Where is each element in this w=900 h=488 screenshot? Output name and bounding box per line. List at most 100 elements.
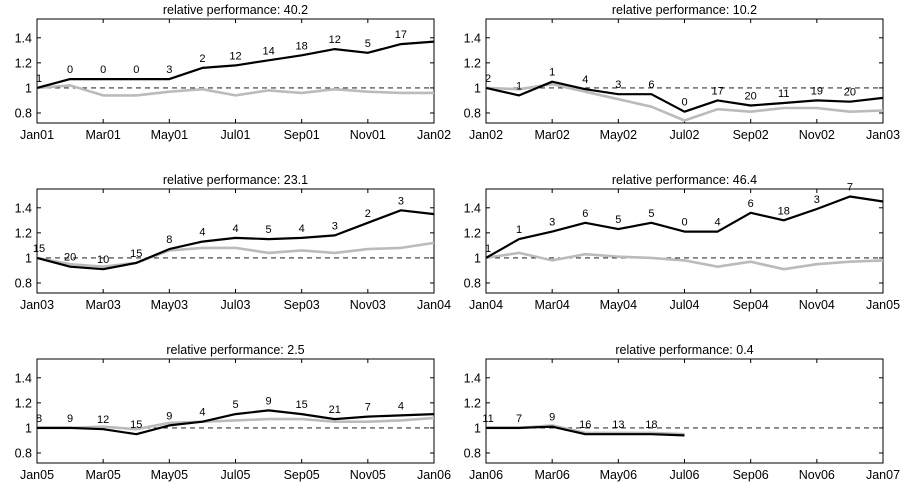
y-tick-label: 1 — [25, 251, 32, 265]
data-label: 12 — [97, 414, 109, 426]
data-label: 7 — [847, 182, 853, 194]
x-tick-label: Mar06 — [534, 468, 569, 482]
chart-title: relative performance: 10.2 — [612, 3, 757, 17]
data-label: 5 — [232, 399, 238, 411]
y-tick-label: 0.8 — [464, 106, 481, 120]
y-tick-label: 1.2 — [464, 226, 481, 240]
y-tick-label: 1 — [25, 81, 32, 95]
data-label: 4 — [299, 223, 305, 235]
x-tick-label: Mar04 — [534, 298, 569, 312]
x-tick-label: Jan07 — [866, 468, 900, 482]
data-label: 5 — [266, 224, 272, 236]
axes-frame — [485, 188, 884, 294]
x-tick-label: May01 — [151, 128, 189, 142]
y-tick-label: 0.8 — [464, 276, 481, 290]
x-tick-label: Jan06 — [417, 468, 451, 482]
series-line-gray — [36, 241, 435, 269]
x-tick-label: Jul01 — [221, 128, 251, 142]
x-tick-label: Nov01 — [350, 128, 386, 142]
chart-panel-4: relative performance: 46.4 0.8 1 1.2 1.4 Jan0… — [464, 173, 900, 312]
x-tick-label: Jan04 — [417, 298, 451, 312]
x-tick-label: Sep05 — [284, 468, 320, 482]
chart-title: relative performance: 46.4 — [612, 173, 757, 187]
chart-panel-3: relative performance: 23.1 0.8 1 1.2 1.4 Jan0… — [15, 173, 451, 312]
data-label: 3 — [549, 217, 555, 229]
x-tick-label: May02 — [600, 128, 638, 142]
data-label: 20 — [745, 90, 757, 102]
y-tick-label: 1.2 — [464, 396, 481, 410]
y-tick-label: 0.8 — [464, 446, 481, 460]
data-label: 1 — [36, 73, 42, 85]
data-label: 15 — [130, 248, 142, 260]
series-line-black — [36, 40, 435, 89]
x-tick-label: Jul06 — [670, 468, 700, 482]
data-label: 3 — [814, 194, 820, 206]
data-label: 4 — [199, 227, 205, 239]
series-line-black — [485, 195, 884, 259]
data-label: 6 — [748, 198, 754, 210]
chart-panel-1: relative performance: 40.2 0.8 1 1.2 1.4 Jan0… — [15, 3, 451, 142]
x-tick-label: Jul02 — [670, 128, 700, 142]
data-label: 9 — [549, 412, 555, 424]
y-tick-label: 1.4 — [15, 371, 32, 385]
y-tick-label: 1.2 — [15, 226, 32, 240]
y-tick-label: 0.8 — [15, 446, 32, 460]
data-label: 13 — [612, 419, 624, 431]
y-tick-label: 1.2 — [15, 396, 32, 410]
x-tick-label: Sep01 — [284, 128, 320, 142]
y-tick-label: 1.4 — [15, 31, 32, 45]
x-tick-label: May06 — [600, 468, 638, 482]
x-tick-label: Mar01 — [85, 128, 120, 142]
data-label: 12 — [229, 50, 241, 62]
chart-panel-6: relative performance: 0.4 0.8 1 1.2 1.4 Jan06… — [464, 343, 900, 482]
data-label: 3 — [332, 220, 338, 232]
x-tick-label: Jan05 — [20, 468, 54, 482]
chart-panel-2: relative performance: 10.2 0.8 1 1.2 1.4 Jan0… — [464, 3, 900, 142]
data-label: 8 — [36, 413, 42, 425]
x-tick-label: May03 — [151, 298, 189, 312]
x-tick-label: Nov02 — [799, 128, 835, 142]
x-tick-label: Jan04 — [469, 298, 503, 312]
data-label: 4 — [232, 223, 238, 235]
x-tick-label: Jan02 — [417, 128, 451, 142]
x-tick-label: Jan03 — [866, 128, 900, 142]
series-line-gray — [36, 84, 434, 97]
x-tick-label: Nov04 — [799, 298, 835, 312]
series-line-gray — [485, 251, 884, 271]
data-label: 15 — [33, 243, 45, 255]
series-line-gray — [485, 82, 884, 122]
data-label: 2 — [485, 73, 491, 85]
y-tick-label: 1.2 — [15, 56, 32, 70]
series-line-black — [37, 409, 435, 436]
x-tick-label: May04 — [600, 298, 638, 312]
x-tick-label: Sep02 — [733, 128, 769, 142]
data-label: 19 — [811, 85, 823, 97]
data-label: 11 — [482, 413, 493, 425]
chart-title: relative performance: 0.4 — [615, 343, 753, 357]
y-tick-label: 1.4 — [464, 371, 481, 385]
data-label: 18 — [645, 419, 657, 431]
data-label: 9 — [67, 413, 73, 425]
chart-title: relative performance: 2.5 — [166, 343, 304, 357]
data-label: 15 — [296, 399, 308, 411]
series-line-black — [485, 80, 884, 113]
x-tick-label: Jan06 — [469, 468, 503, 482]
data-label: 18 — [296, 40, 308, 52]
data-label: 6 — [582, 208, 588, 220]
data-label: 5 — [615, 214, 621, 226]
data-label: 20 — [64, 252, 76, 264]
data-label: 1 — [516, 224, 522, 236]
data-label: 0 — [100, 64, 106, 76]
x-tick-label: Nov05 — [350, 468, 386, 482]
y-tick-label: 1 — [474, 421, 481, 435]
x-tick-label: Sep04 — [733, 298, 769, 312]
data-label: 1 — [485, 243, 491, 255]
data-label: 21 — [329, 404, 341, 416]
data-label: 1 — [516, 80, 522, 92]
x-tick-label: Nov06 — [799, 468, 835, 482]
x-tick-label: Jan05 — [866, 298, 900, 312]
chart-title: relative performance: 23.1 — [163, 173, 308, 187]
data-label: 5 — [648, 208, 654, 220]
axes-frame — [485, 358, 884, 464]
y-tick-label: 1 — [474, 251, 481, 265]
